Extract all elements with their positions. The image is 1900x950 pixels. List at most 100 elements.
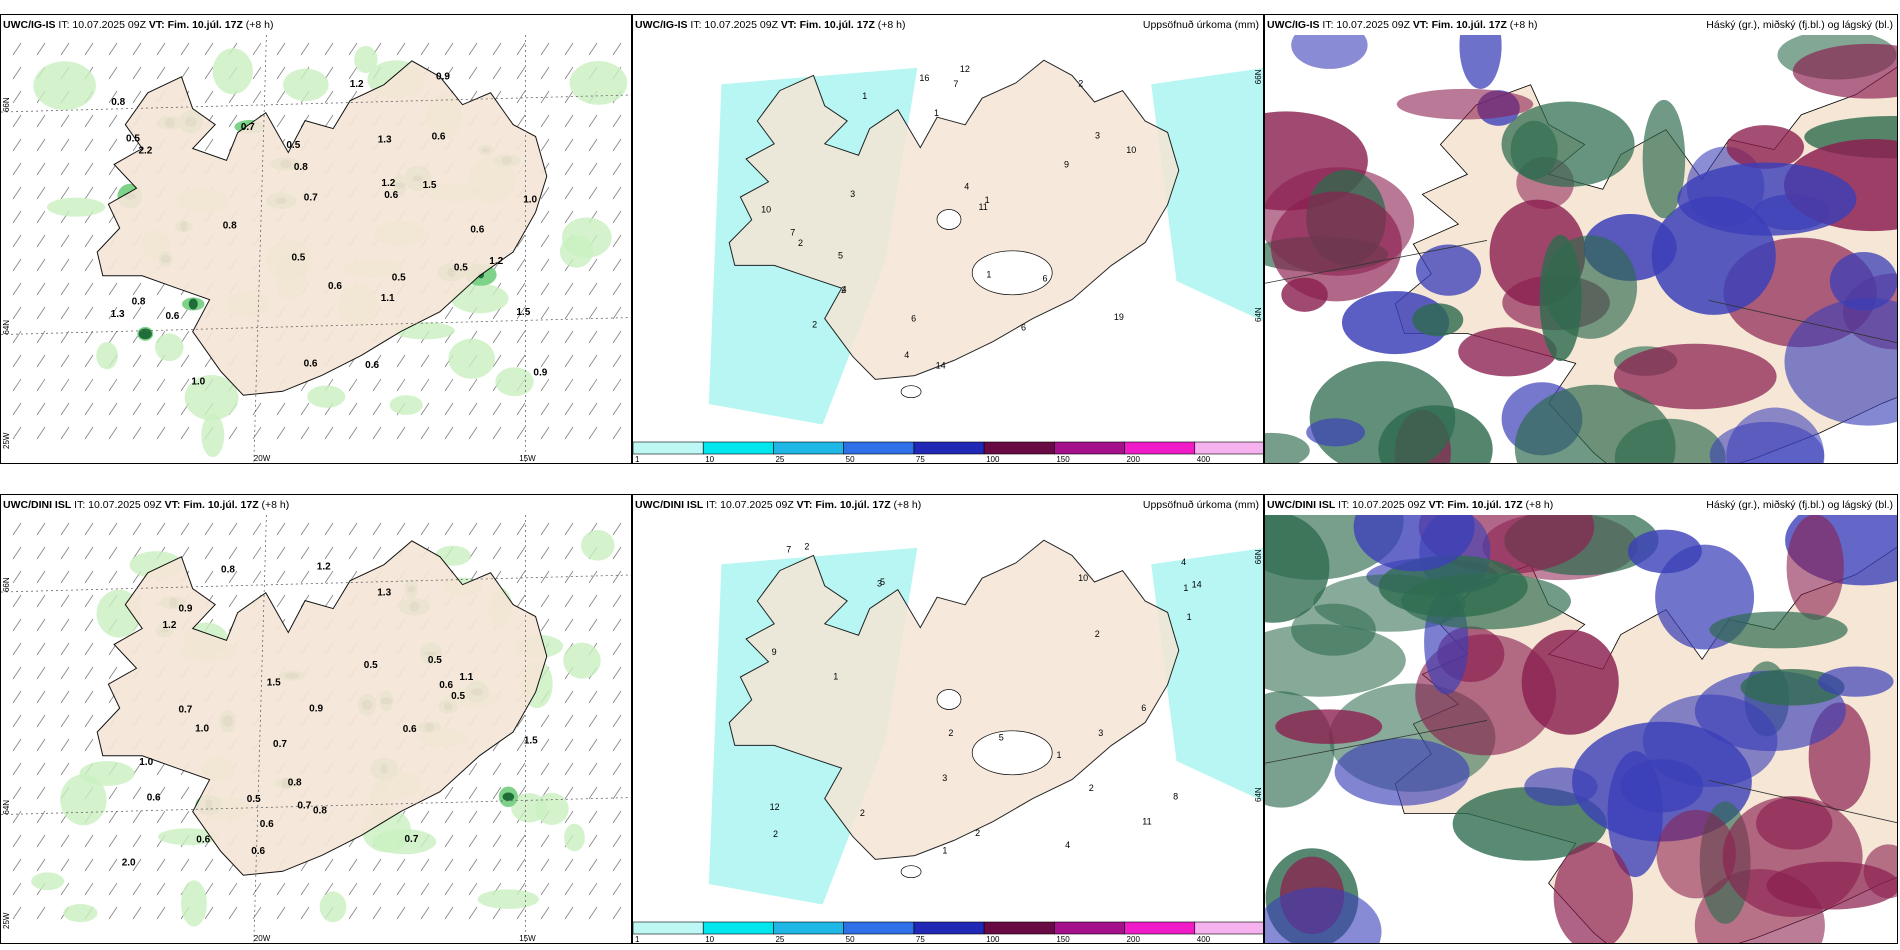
wind-barb xyxy=(60,690,70,704)
wind-barb xyxy=(108,378,118,392)
glacier xyxy=(936,209,962,230)
wind-barb xyxy=(396,522,406,536)
wind-barb xyxy=(564,186,574,200)
wind-barb xyxy=(444,66,454,80)
wind-barb xyxy=(612,810,622,824)
colorbar-tick: 10 xyxy=(705,455,714,463)
accum-value: 5 xyxy=(999,733,1004,743)
accum-value: 1 xyxy=(1187,612,1192,622)
wind-barb xyxy=(612,258,622,272)
precip-value: 1.1 xyxy=(459,672,473,683)
wind-barb xyxy=(588,690,598,704)
wind-barb xyxy=(612,690,622,704)
precip-light-area xyxy=(33,61,96,111)
lat-label: 66N xyxy=(1254,69,1263,84)
accum-value: 10 xyxy=(761,204,771,214)
wind-barb xyxy=(540,858,550,872)
wind-barb xyxy=(204,90,214,104)
colorbar-tick: 75 xyxy=(916,935,925,943)
wind-barb xyxy=(468,522,478,536)
wind-barb xyxy=(612,906,622,920)
wind-barb xyxy=(564,138,574,152)
wind-barb xyxy=(228,570,238,584)
precip-value: 0.6 xyxy=(251,846,265,857)
wind-barb xyxy=(348,42,358,56)
wind-barb xyxy=(468,378,478,392)
wind-barb xyxy=(588,138,598,152)
precip-light-area xyxy=(157,828,219,846)
wind-barb xyxy=(588,282,598,296)
cloud-map[interactable] xyxy=(1265,35,1898,463)
wind-barb xyxy=(372,858,382,872)
wind-barb xyxy=(516,594,526,608)
wind-barb xyxy=(12,162,22,176)
precip-value: 0.5 xyxy=(291,252,305,263)
wind-barb xyxy=(156,786,166,800)
precip-light-area xyxy=(477,889,539,909)
wind-barb xyxy=(492,42,502,56)
accum-value: 1 xyxy=(942,846,947,856)
wind-barb xyxy=(84,834,94,848)
wind-barb xyxy=(12,66,22,80)
wind-barb xyxy=(84,42,94,56)
wind-barb xyxy=(516,714,526,728)
wind-barb xyxy=(516,858,526,872)
high-cloud-area xyxy=(1709,611,1848,649)
lon-label: 15W xyxy=(519,934,536,943)
wind-barb xyxy=(540,282,550,296)
wind-barb xyxy=(180,810,190,824)
colorbar-swatch xyxy=(702,921,774,935)
wind-barb xyxy=(516,738,526,752)
wind-barb xyxy=(540,594,550,608)
accum-value: 2 xyxy=(841,285,846,295)
wind-barb xyxy=(84,618,94,632)
wind-barb xyxy=(396,354,406,368)
wind-barb xyxy=(612,114,622,128)
wind-precip-map[interactable]: 66N 64N 20W 15W 25W 0.8 1.1 0.6 0.6 0.5 0.6 2.2 1.0 0… xyxy=(1,35,632,463)
wind-barb xyxy=(372,402,382,416)
wind-barb xyxy=(612,666,622,680)
wind-barb xyxy=(468,882,478,896)
glacier xyxy=(900,385,922,399)
precip-light-area xyxy=(307,385,346,408)
wind-barb xyxy=(612,858,622,872)
wind-barb xyxy=(84,858,94,872)
precip-value: 0.7 xyxy=(297,801,311,812)
wind-barb xyxy=(252,90,262,104)
precip-value: 1.0 xyxy=(139,757,153,768)
accum-value: 12 xyxy=(960,64,970,74)
wind-barb xyxy=(36,426,46,440)
wind-barb xyxy=(156,378,166,392)
wind-barb xyxy=(516,546,526,560)
precip-value: 1.3 xyxy=(378,134,392,145)
wind-barb xyxy=(12,786,22,800)
wind-barb xyxy=(444,906,454,920)
precip-value: 1.2 xyxy=(381,178,395,189)
wind-barb xyxy=(156,42,166,56)
accum-value: 3 xyxy=(850,189,855,199)
wind-barb xyxy=(108,666,118,680)
wind-barb xyxy=(108,786,118,800)
lat-label: 64N xyxy=(1254,787,1263,802)
precip-light-area xyxy=(561,217,612,258)
wind-barb xyxy=(324,42,334,56)
accum-area-east xyxy=(1151,548,1263,802)
accum-value: 10 xyxy=(1078,573,1088,583)
colorbar-tick: 50 xyxy=(846,455,855,463)
accum-value: 1 xyxy=(833,672,838,682)
wind-barb xyxy=(468,426,478,440)
colorbar-tick: 1 xyxy=(635,935,640,943)
wind-barb xyxy=(348,402,358,416)
wind-barb xyxy=(156,402,166,416)
wind-barb xyxy=(36,570,46,584)
wind-barb xyxy=(564,162,574,176)
wind-barb xyxy=(108,90,118,104)
accum-value: 4 xyxy=(1065,840,1070,850)
wind-barb xyxy=(84,546,94,560)
cloud-map[interactable] xyxy=(1265,515,1898,943)
wind-barb xyxy=(132,42,142,56)
accum-value: 1 xyxy=(934,108,939,118)
